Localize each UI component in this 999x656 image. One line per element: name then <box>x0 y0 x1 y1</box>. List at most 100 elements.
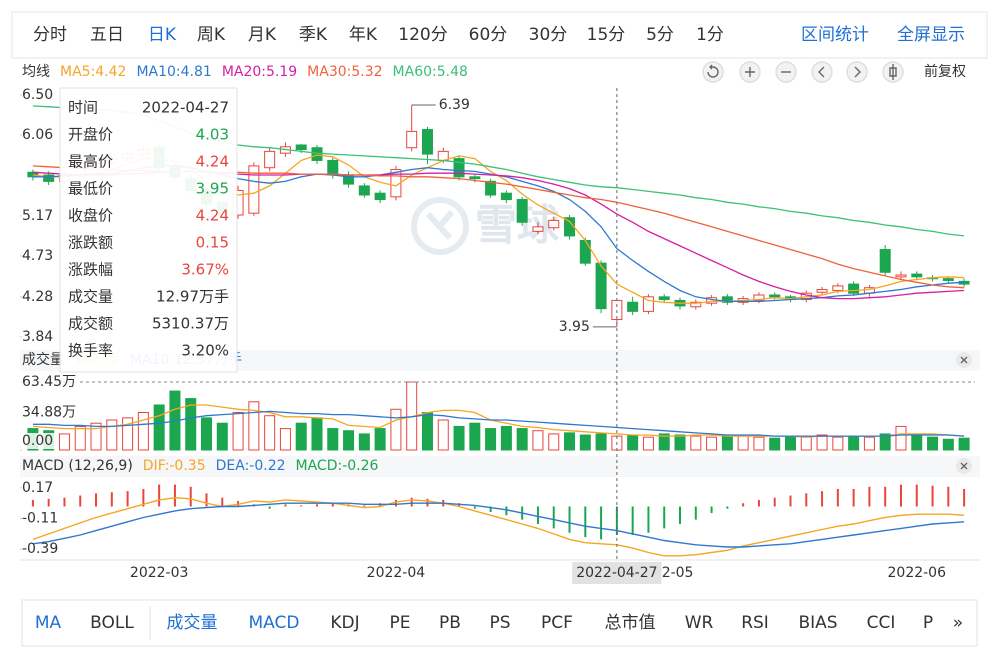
toolbar-icons <box>702 61 904 83</box>
indicator-tab[interactable]: WR <box>685 613 714 633</box>
volume-bar <box>800 436 812 451</box>
candle-body <box>43 174 55 182</box>
legend-entry: MACD:-0.26 <box>296 458 379 474</box>
period-tab[interactable]: 1分 <box>696 25 724 45</box>
period-tab[interactable]: 季K <box>299 25 328 45</box>
volume-bar <box>106 419 118 451</box>
macd-line <box>32 496 965 557</box>
y-tick-label: -0.11 <box>22 511 58 527</box>
indicator-tab[interactable]: RSI <box>741 613 769 633</box>
volume-bar <box>706 436 718 451</box>
volume-bar <box>595 433 607 451</box>
volume-bar <box>784 435 796 451</box>
volume-bar <box>927 436 939 451</box>
candle-style-button[interactable] <box>882 61 904 83</box>
zoom-in-button[interactable] <box>739 61 761 83</box>
period-tab[interactable]: 15分 <box>587 25 626 45</box>
y-tick-label: 4.73 <box>22 248 53 264</box>
tooltip-label: 成交量 <box>68 288 113 306</box>
y-tick-label: 6.50 <box>22 87 53 103</box>
legend-entry: MA10:4.81 <box>136 64 211 80</box>
volume-bar <box>721 434 733 451</box>
volume-bar <box>958 437 970 451</box>
close-volume[interactable] <box>956 352 972 368</box>
x-tick-label: 2022-04 <box>367 565 426 581</box>
indicator-tab[interactable]: KDJ <box>330 613 359 633</box>
volume-bar <box>343 430 355 451</box>
volume-bar <box>485 428 497 451</box>
candle-body <box>942 278 954 281</box>
indicator-tab[interactable]: » <box>953 613 963 633</box>
candle-body <box>816 289 828 293</box>
candle-body <box>642 296 654 312</box>
y-tick-label-bg <box>20 433 56 449</box>
tooltip-label: 收盘价 <box>68 207 113 225</box>
period-tab[interactable]: 30分 <box>529 25 568 45</box>
undo-button[interactable] <box>702 61 724 83</box>
x-tick-label: 2022-06 <box>888 565 947 581</box>
tooltip-label: 开盘价 <box>68 126 113 144</box>
tooltip-value: 3.20% <box>181 342 229 360</box>
indicator-tab[interactable]: P <box>923 613 933 633</box>
indicator-tab[interactable]: PS <box>489 613 510 633</box>
y-tick-label: -0.39 <box>22 541 58 557</box>
period-tab[interactable]: 月K <box>248 25 277 45</box>
legend-title: 成交量 <box>22 351 64 368</box>
tooltip-label: 涨跌额 <box>68 234 113 252</box>
indicator-tab[interactable]: 总市值 <box>605 613 656 633</box>
y-tick-label: 63.45万 <box>22 374 76 390</box>
scroll-right-button[interactable] <box>846 61 868 83</box>
indicator-tab[interactable]: MACD <box>249 613 300 633</box>
volume-header <box>20 350 980 371</box>
indicator-tab[interactable]: BOLL <box>90 613 134 633</box>
candle-body <box>453 158 465 178</box>
legend-title: MACD (12,26,9) <box>22 458 133 474</box>
candle-body <box>311 147 323 161</box>
volume-bar <box>769 437 781 451</box>
volume-bar <box>832 436 844 451</box>
toolbar-link[interactable]: 区间统计 <box>801 25 869 45</box>
candle-body <box>832 285 844 291</box>
candle-body <box>500 192 512 201</box>
zoom-out-button[interactable] <box>775 61 797 83</box>
candle-body <box>895 274 907 278</box>
indicator-tab[interactable]: PE <box>390 613 411 633</box>
indicator-tab[interactable]: 成交量 <box>167 613 218 633</box>
volume-bar <box>674 434 686 451</box>
volume-bar <box>374 428 386 451</box>
close-macd[interactable] <box>956 458 972 474</box>
tooltip-value: 3.67% <box>181 261 229 279</box>
tooltip-value: 4.24 <box>196 153 229 171</box>
volume-bar <box>642 436 654 451</box>
candle-body <box>406 130 418 149</box>
volume-bar <box>421 412 433 451</box>
indicator-tab[interactable]: MA <box>35 613 62 633</box>
legend-entry: MA30:5.32 <box>307 64 382 80</box>
period-tab[interactable]: 五日 <box>90 25 124 45</box>
period-tab[interactable]: 周K <box>197 25 226 45</box>
volume-bar <box>311 417 323 451</box>
period-tab[interactable]: 60分 <box>469 25 508 45</box>
min-label: 3.95 <box>559 319 590 335</box>
adjust-mode[interactable]: 前复权 <box>924 63 966 80</box>
scroll-left-button[interactable] <box>811 61 833 83</box>
indicator-tab[interactable]: CCI <box>867 613 896 633</box>
indicator-tab[interactable]: PCF <box>541 613 573 633</box>
tooltip-label: 最高价 <box>68 153 113 171</box>
volume-bar <box>201 417 213 451</box>
indicator-tab[interactable]: PB <box>439 613 461 633</box>
toolbar-link[interactable]: 全屏显示 <box>897 25 965 45</box>
period-tab[interactable]: 分时 <box>33 25 67 45</box>
period-tab[interactable]: 年K <box>349 25 378 45</box>
period-tab[interactable]: 5分 <box>646 25 674 45</box>
period-tab[interactable]: 日K <box>148 25 177 45</box>
y-tick-label: 6.06 <box>22 127 53 143</box>
volume-bar <box>658 433 670 451</box>
legend-entry: MA60:5.48 <box>393 64 468 80</box>
volume-bar <box>232 412 244 451</box>
indicator-tab[interactable]: BIAS <box>798 613 837 633</box>
volume-bar <box>358 433 370 451</box>
period-tab[interactable]: 120分 <box>398 25 447 45</box>
candle-body <box>327 159 339 176</box>
candle-body <box>721 296 733 303</box>
